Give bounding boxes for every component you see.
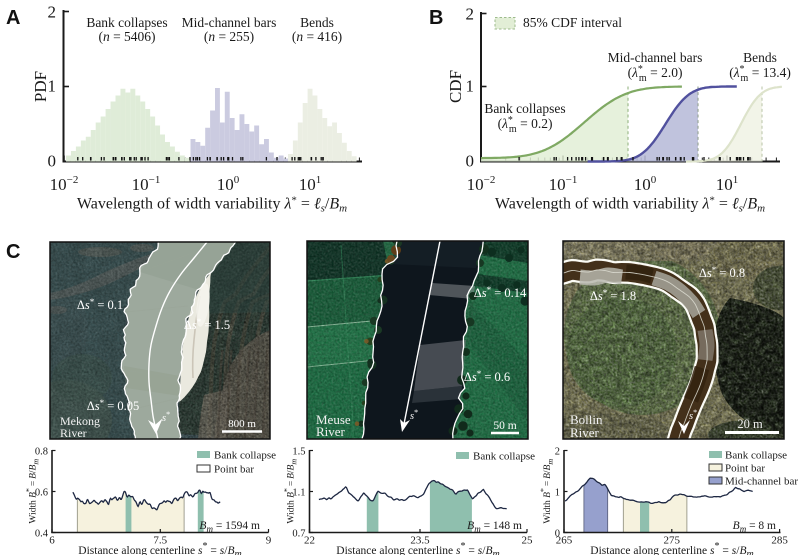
svg-text:0: 0 (466, 152, 475, 171)
svg-text:River: River (60, 426, 87, 440)
svg-text:(λ*m = 2.0): (λ* m = 2.0) (628, 64, 683, 84)
svg-text:2: 2 (48, 3, 57, 22)
svg-text:s*: s* (162, 410, 170, 424)
svg-text:Bank collapse: Bank collapse (214, 450, 276, 462)
svg-text:Width B* = B/Bm: Width B* = B/Bm (24, 459, 40, 524)
svg-text:0: 0 (555, 528, 560, 539)
svg-text:101: 101 (299, 174, 322, 194)
svg-text:PDF: PDF (31, 71, 50, 102)
svg-text:1.1: 1.1 (292, 487, 305, 498)
svg-text:B: B (429, 7, 443, 29)
svg-text:s*: s* (689, 408, 697, 422)
svg-text:2: 2 (466, 5, 475, 24)
svg-text:A: A (6, 7, 20, 29)
svg-text:Bends: Bends (743, 50, 777, 65)
svg-text:Wavelength of width variabilit: Wavelength of width variability λ* = ℓs/… (495, 195, 765, 215)
svg-text:River: River (316, 424, 346, 439)
svg-text:Bm = 1594 m: Bm = 1594 m (199, 520, 260, 534)
svg-text:Bank collapses: Bank collapses (484, 101, 565, 116)
svg-text:Distance along centerline s* =: Distance along centerline s* = s/Bm (336, 541, 499, 555)
svg-text:Mid-channel bar: Mid-channel bar (725, 476, 798, 488)
svg-text:20 m: 20 m (737, 417, 763, 431)
svg-text:Δs* = 1.8: Δs* = 1.8 (590, 288, 636, 303)
svg-text:Width B* = B/Bm: Width B* = B/Bm (539, 459, 555, 524)
svg-text:Bank collapse: Bank collapse (473, 451, 535, 463)
svg-text:1: 1 (48, 77, 57, 96)
svg-text:Δs* = 1.5: Δs* = 1.5 (184, 317, 230, 332)
svg-text:Bollin: Bollin (570, 412, 603, 427)
svg-text:Distance along centerline s* =: Distance along centerline s* = s/Bm (78, 541, 241, 555)
svg-text:Width B* = B/Bm: Width B* = B/Bm (282, 459, 298, 524)
svg-text:0.7: 0.7 (292, 528, 305, 539)
svg-text:Mekong: Mekong (60, 414, 100, 428)
svg-text:275: 275 (664, 535, 681, 547)
svg-text:C: C (6, 241, 20, 263)
svg-text:285: 285 (771, 535, 788, 547)
svg-text:Point bar: Point bar (214, 464, 254, 476)
svg-text:7.5: 7.5 (153, 535, 167, 547)
svg-text:25: 25 (522, 535, 534, 547)
svg-text:22: 22 (304, 535, 315, 547)
svg-text:0.8: 0.8 (35, 446, 48, 457)
svg-text:1: 1 (555, 487, 560, 498)
svg-text:(n = 5406): (n = 5406) (98, 29, 155, 44)
svg-text:0: 0 (48, 152, 57, 171)
svg-text:Mid-channel bars: Mid-channel bars (182, 15, 277, 30)
svg-text:101: 101 (716, 174, 739, 194)
svg-text:(n = 416): (n = 416) (292, 29, 342, 44)
svg-text:(n = 255): (n = 255) (204, 29, 254, 44)
svg-text:CDF: CDF (446, 70, 465, 103)
svg-text:(λ*m = 0.2): (λ* m = 0.2) (498, 115, 553, 135)
svg-text:6: 6 (49, 535, 55, 547)
svg-text:23.5: 23.5 (410, 535, 430, 547)
svg-text:265: 265 (556, 535, 573, 547)
svg-text:Meuse: Meuse (316, 412, 351, 427)
svg-text:Δs* = 0.1: Δs* = 0.1 (77, 297, 123, 312)
svg-text:Wavelength of width variabilit: Wavelength of width variability λ* = ℓs/… (77, 195, 347, 215)
svg-text:50 m: 50 m (493, 420, 516, 432)
svg-text:Mid-channel bars: Mid-channel bars (608, 50, 703, 65)
svg-text:Δs* = 0.8: Δs* = 0.8 (699, 265, 745, 280)
svg-text:2: 2 (555, 446, 560, 457)
svg-text:Bends: Bends (300, 15, 334, 30)
svg-text:Bank collapses: Bank collapses (86, 15, 167, 30)
svg-text:Point bar: Point bar (725, 463, 765, 475)
svg-text:Bm = 8 m: Bm = 8 m (733, 520, 776, 534)
svg-text:River: River (570, 425, 600, 440)
svg-text:0.6: 0.6 (35, 487, 48, 498)
svg-text:s*: s* (410, 408, 418, 422)
svg-text:1.5: 1.5 (292, 446, 305, 457)
svg-text:Distance along centerline s* =: Distance along centerline s* = s/Bm (590, 541, 753, 555)
svg-text:85% CDF interval: 85% CDF interval (523, 15, 622, 30)
svg-text:9: 9 (266, 535, 272, 547)
svg-text:800 m: 800 m (228, 418, 256, 430)
svg-text:Δs* = 0.05: Δs* = 0.05 (87, 398, 140, 413)
svg-text:1: 1 (466, 77, 475, 96)
svg-text:0.4: 0.4 (35, 528, 49, 539)
svg-text:Δs* = 0.6: Δs* = 0.6 (464, 369, 510, 384)
svg-text:Bm = 148 m: Bm = 148 m (467, 520, 522, 534)
svg-text:Bank collapse: Bank collapse (725, 450, 787, 462)
svg-text:Δs* = 0.14: Δs* = 0.14 (474, 285, 527, 300)
